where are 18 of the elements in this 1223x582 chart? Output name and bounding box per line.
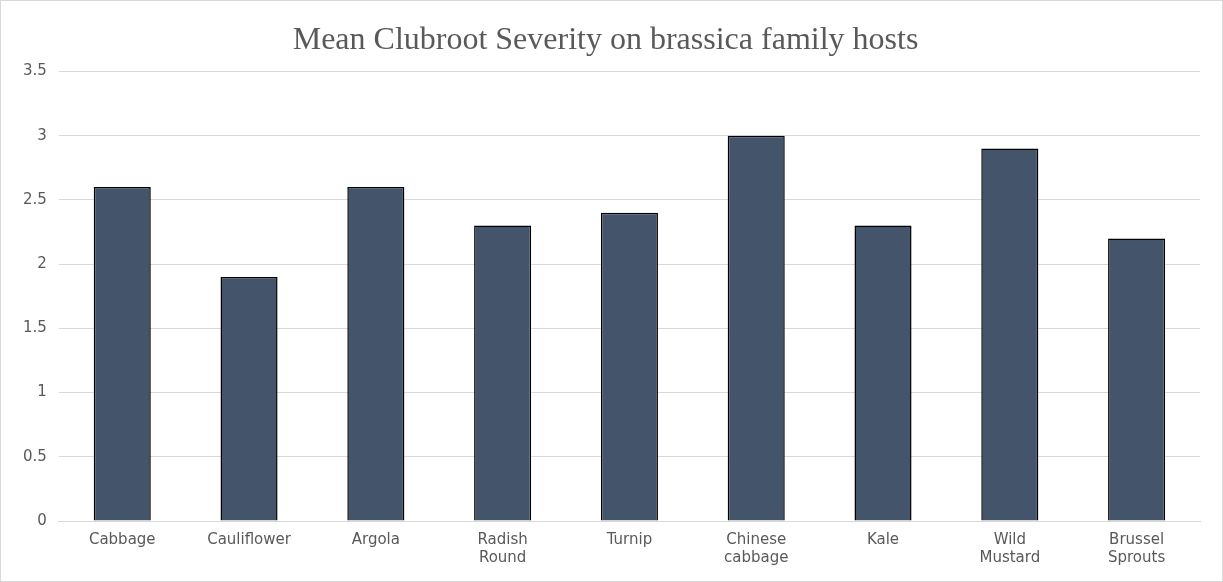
x-tick-label: Chinese cabbage: [724, 529, 789, 566]
y-tick-label: 2: [37, 253, 47, 272]
x-tick-label: Kale: [866, 529, 900, 548]
x-tick-label: Turnip: [605, 529, 653, 548]
y-tick-label: 3.5: [23, 61, 47, 80]
x-tick-label: Cauliflower: [207, 529, 292, 548]
y-tick-label: 2.5: [23, 189, 47, 208]
y-tick-label: 1: [37, 382, 47, 401]
x-tick-label: Argola: [351, 529, 400, 548]
x-tick-label: Cabbage: [88, 529, 156, 548]
y-tick-label: 0.5: [23, 446, 47, 465]
x-tick-label: Radish Round: [477, 529, 528, 566]
x-tick-label: Wild Mustard: [979, 529, 1041, 566]
y-tick-label: 0: [37, 510, 47, 529]
y-tick-label: 3: [37, 125, 47, 144]
x-tick-label: Brussel Sprouts: [1107, 529, 1166, 566]
chart-title: Mean Clubroot Severity on brassica family hosts: [292, 19, 919, 56]
y-tick-label: 1.5: [23, 318, 47, 337]
